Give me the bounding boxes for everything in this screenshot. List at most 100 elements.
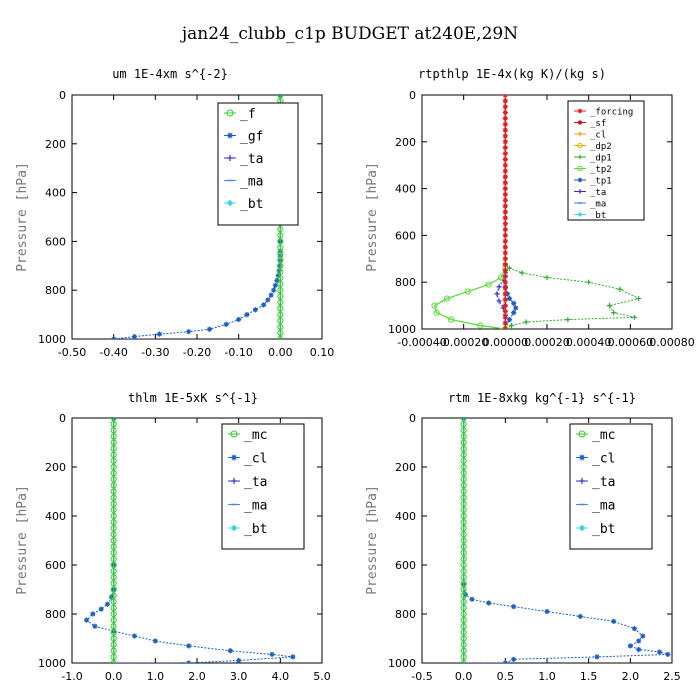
data-point bbox=[272, 282, 278, 288]
legend: _mc _cl _ta _ma _bt bbox=[569, 423, 653, 550]
data-point bbox=[502, 279, 508, 285]
y-tick-label: 600 bbox=[45, 559, 66, 572]
data-point bbox=[460, 531, 467, 538]
y-tick-label: 0 bbox=[409, 89, 416, 102]
data-point bbox=[460, 586, 467, 593]
data-point bbox=[110, 580, 117, 587]
data-point bbox=[502, 95, 508, 98]
data-point bbox=[104, 601, 111, 607]
data-point bbox=[502, 314, 508, 320]
data-point bbox=[460, 519, 467, 526]
data-point bbox=[617, 286, 623, 292]
x-tick-label: -1.0 bbox=[61, 670, 82, 683]
x-tick-label: -0.30 bbox=[141, 346, 169, 359]
data-point bbox=[627, 643, 633, 649]
data-point bbox=[460, 500, 467, 507]
data-point bbox=[433, 309, 440, 316]
panel-rtm: rtm 1E-8xkg kg^{-1} s^{-1} Pressure [hPa… bbox=[365, 391, 681, 683]
data-point bbox=[277, 256, 284, 263]
x-tick-label: 2.0 bbox=[188, 670, 206, 683]
data-point bbox=[186, 660, 192, 663]
data-point bbox=[244, 312, 250, 318]
data-point bbox=[277, 287, 284, 294]
legend-marker bbox=[231, 454, 237, 461]
data-point bbox=[277, 311, 284, 318]
data-point bbox=[511, 604, 517, 610]
panel-rtpthlp: rtpthlp 1E-4x(kg K)/(kg s) Pressure [hPa… bbox=[365, 67, 695, 349]
data-point bbox=[460, 525, 467, 532]
legend-label: _cl bbox=[592, 451, 615, 466]
data-point bbox=[98, 606, 104, 612]
x-tick-label: 0.10 bbox=[310, 346, 335, 359]
data-point bbox=[275, 272, 281, 279]
x-tick-label: 0.00040 bbox=[566, 336, 612, 349]
data-point bbox=[513, 305, 519, 311]
series-line bbox=[85, 418, 293, 663]
data-point bbox=[83, 617, 90, 623]
x-tick-label: 5.0 bbox=[313, 670, 331, 683]
data-point bbox=[494, 291, 500, 297]
legend-label: _mc bbox=[244, 428, 267, 443]
series-tp2 bbox=[431, 265, 509, 329]
legend-marker bbox=[231, 478, 237, 484]
data-point bbox=[502, 162, 508, 168]
data-point bbox=[110, 623, 117, 630]
panel-title: rtpthlp 1E-4x(kg K)/(kg s) bbox=[418, 67, 606, 81]
data-point bbox=[502, 303, 508, 309]
data-point bbox=[460, 574, 467, 581]
data-point bbox=[110, 525, 117, 532]
data-point bbox=[502, 197, 508, 203]
data-point bbox=[665, 651, 671, 658]
legend-label: _ma bbox=[240, 174, 263, 189]
data-point bbox=[460, 561, 467, 569]
legend-marker bbox=[230, 430, 238, 438]
data-point bbox=[110, 433, 117, 440]
data-point bbox=[110, 549, 117, 556]
legend: _mc _cl _ta _ma _bt bbox=[221, 423, 305, 550]
data-point bbox=[519, 270, 525, 276]
legend-marker bbox=[577, 108, 583, 114]
data-point bbox=[277, 244, 284, 251]
x-tick-label: 0.0 bbox=[455, 670, 473, 683]
y-axis-label: Pressure [hPa] bbox=[365, 162, 380, 272]
data-point bbox=[252, 307, 258, 313]
data-point bbox=[631, 626, 638, 632]
data-point bbox=[486, 600, 492, 606]
data-point bbox=[460, 445, 467, 452]
legend-label: _ta bbox=[592, 475, 615, 490]
data-point bbox=[636, 295, 642, 302]
data-point bbox=[110, 427, 117, 434]
data-point bbox=[110, 574, 117, 581]
data-point bbox=[274, 277, 280, 284]
legend-label: _gf bbox=[240, 129, 263, 144]
data-point bbox=[110, 641, 117, 648]
data-point bbox=[276, 263, 283, 269]
legend-label: _dp1 bbox=[590, 153, 612, 163]
data-point bbox=[269, 651, 275, 658]
data-point bbox=[544, 608, 550, 615]
data-point bbox=[460, 647, 467, 654]
data-point bbox=[277, 329, 284, 336]
data-point bbox=[636, 646, 642, 653]
x-tick-label: 1.0 bbox=[147, 670, 165, 683]
data-point bbox=[502, 262, 508, 268]
data-point bbox=[277, 299, 284, 306]
y-tick-label: 200 bbox=[45, 138, 66, 151]
plot-area bbox=[431, 95, 642, 329]
data-point bbox=[277, 293, 284, 300]
data-point bbox=[110, 586, 117, 593]
data-point bbox=[577, 613, 583, 620]
data-point bbox=[502, 244, 508, 250]
data-point bbox=[523, 319, 529, 325]
data-point bbox=[460, 470, 467, 477]
legend-marker bbox=[227, 155, 233, 161]
x-tick-label: 0.00080 bbox=[649, 336, 695, 349]
data-point bbox=[460, 451, 467, 458]
data-point bbox=[277, 268, 284, 275]
x-tick-label: 2.5 bbox=[663, 670, 681, 683]
legend-label: _ma bbox=[244, 498, 267, 513]
y-tick-label: 0 bbox=[59, 412, 66, 425]
data-point bbox=[460, 537, 467, 544]
data-point bbox=[277, 305, 284, 312]
data-point bbox=[268, 292, 274, 298]
